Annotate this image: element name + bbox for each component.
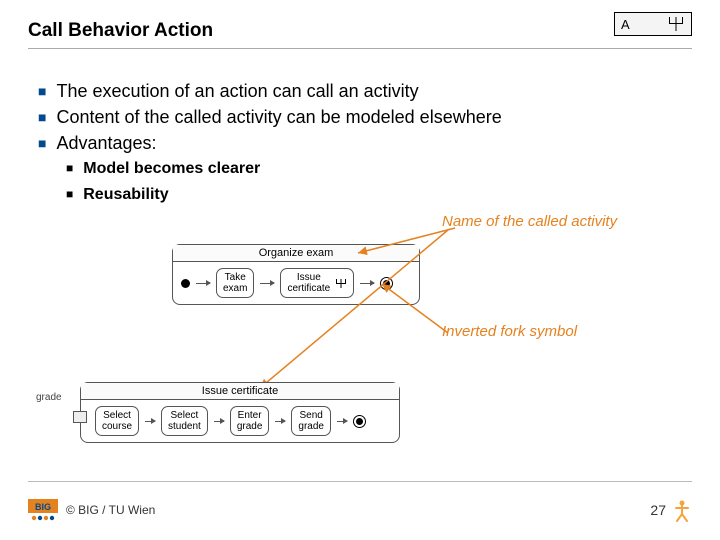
pin-label: grade bbox=[36, 392, 62, 403]
final-node-icon bbox=[353, 415, 366, 428]
bullet-text: Model becomes clearer bbox=[83, 156, 260, 182]
call-behavior-node: Issue certificate bbox=[280, 268, 354, 298]
node-label: Issue certificate bbox=[287, 272, 330, 294]
slide-footer: BIG © BIG / TU Wien 27 bbox=[28, 498, 692, 522]
initial-node-icon bbox=[181, 279, 190, 288]
bullet-item: ■The execution of an action can call an … bbox=[38, 78, 680, 104]
bullet-text: Advantages: bbox=[56, 130, 156, 156]
flow-arrow bbox=[260, 283, 274, 284]
bullet-text: The execution of an action can call an a… bbox=[56, 78, 418, 104]
node-label: Send grade bbox=[298, 410, 324, 432]
action-node: Send grade bbox=[291, 406, 331, 436]
slide-header: Call Behavior Action bbox=[28, 20, 692, 49]
header-divider bbox=[28, 48, 692, 49]
footer-right: 27 bbox=[650, 498, 692, 522]
action-node: Enter grade bbox=[230, 406, 270, 436]
big-logo-icon: BIG bbox=[28, 499, 58, 521]
annotation-inverted-fork: Inverted fork symbol bbox=[442, 323, 577, 340]
final-node-icon bbox=[380, 277, 393, 290]
person-logo-icon bbox=[672, 498, 692, 522]
action-node: Take exam bbox=[216, 268, 254, 298]
node-label: Select student bbox=[168, 410, 201, 432]
sub-bullet-item: ■Reusability bbox=[66, 182, 680, 208]
footer-logo-block: BIG © BIG / TU Wien bbox=[28, 499, 155, 521]
node-label: Select course bbox=[102, 410, 132, 432]
diagram-organize-exam: Organize exam Take exam Issue certificat… bbox=[172, 244, 420, 305]
svg-text:BIG: BIG bbox=[35, 502, 51, 512]
flow-arrow bbox=[214, 421, 224, 422]
node-label: Enter grade bbox=[237, 410, 263, 432]
bullet-item: ■Advantages: bbox=[38, 130, 680, 156]
sub-bullet-item: ■Model becomes clearer bbox=[66, 156, 680, 182]
diagram-issue-certificate: Issue certificate Select course Select s… bbox=[80, 382, 400, 443]
flow-arrow bbox=[196, 283, 210, 284]
diagram-title: Organize exam bbox=[173, 245, 419, 262]
copyright-text: © BIG / TU Wien bbox=[66, 503, 155, 517]
action-node: Select student bbox=[161, 406, 208, 436]
bullet-text: Reusability bbox=[83, 182, 168, 208]
bullet-text: Content of the called activity can be mo… bbox=[56, 104, 501, 130]
bullet-list: ■The execution of an action can call an … bbox=[38, 78, 680, 207]
page-title: Call Behavior Action bbox=[28, 20, 692, 42]
flow-arrow bbox=[145, 421, 155, 422]
input-pin bbox=[73, 411, 87, 423]
flow-arrow bbox=[275, 421, 285, 422]
node-label: Take exam bbox=[223, 272, 247, 294]
inverted-fork-icon bbox=[335, 279, 347, 288]
flow-arrow bbox=[360, 283, 374, 284]
footer-divider bbox=[28, 481, 692, 482]
diagram-body: Take exam Issue certificate bbox=[173, 262, 419, 304]
action-node: Select course bbox=[95, 406, 139, 436]
bullet-item: ■Content of the called activity can be m… bbox=[38, 104, 680, 130]
diagram-title: Issue certificate bbox=[81, 383, 399, 400]
diagram-body: Select course Select student Enter grade… bbox=[81, 400, 399, 442]
flow-arrow bbox=[337, 421, 347, 422]
annotation-name-of-activity: Name of the called activity bbox=[442, 213, 617, 230]
page-number: 27 bbox=[650, 502, 666, 518]
